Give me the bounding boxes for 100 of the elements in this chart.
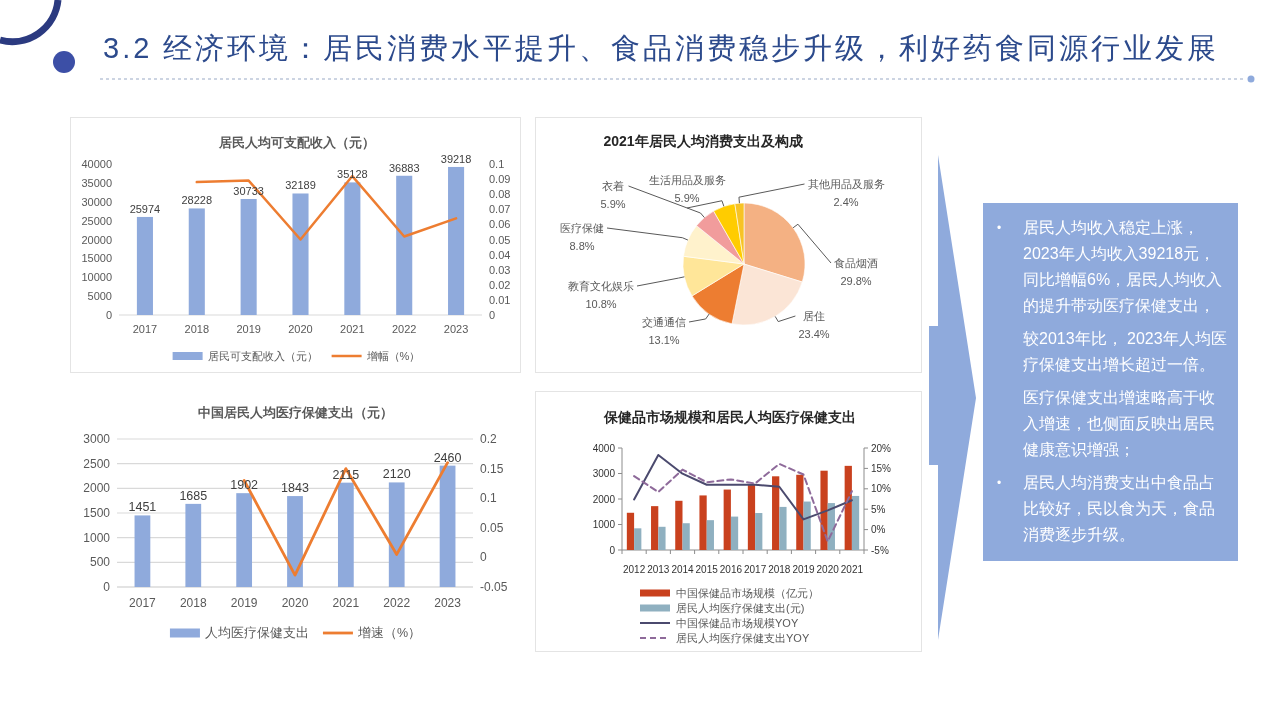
- y-tick-label: 40000: [81, 158, 112, 170]
- legend-label: 中国保健品市场规模（亿元）: [676, 587, 819, 599]
- legend-label: 居民人均医疗保健支出(元): [676, 602, 805, 614]
- bar: [439, 465, 456, 587]
- y-tick-label: 2500: [83, 456, 111, 471]
- x-tick-label: 2019: [792, 563, 816, 575]
- legend-label: 中国保健品市场规模YOY: [676, 617, 799, 629]
- x-tick-label: 2019: [230, 596, 258, 610]
- data-label: 1685: [179, 488, 208, 503]
- slice-label: 其他用品及服务: [807, 178, 885, 190]
- bar: [755, 513, 763, 550]
- bar: [675, 500, 683, 550]
- y-tick-label: 0: [103, 580, 111, 594]
- x-tick-label: 2023: [443, 323, 469, 335]
- y-tick-label: 1000: [592, 519, 616, 530]
- data-label: 1451: [128, 500, 157, 515]
- y2-tick-label: 15%: [871, 462, 892, 474]
- y2-tick-label: 0.2: [480, 432, 498, 446]
- bar: [723, 489, 731, 550]
- bar: [682, 523, 690, 550]
- bar: [388, 482, 405, 587]
- y2-tick-label: 0.05: [489, 233, 511, 246]
- y-tick-label: 3000: [592, 468, 616, 479]
- y-tick-label: 500: [89, 555, 111, 570]
- bar: [844, 465, 852, 550]
- x-tick-label: 2018: [768, 563, 791, 575]
- text: 较2013年比， 2023年人均医疗保健支出增长超过一倍。: [1022, 329, 1228, 375]
- y2-tick-label: 0.1: [489, 158, 505, 170]
- y2-tick-label: 10%: [871, 483, 892, 495]
- x-tick-label: 2015: [695, 563, 719, 575]
- y2-tick-label: -5%: [871, 544, 889, 556]
- bar: [706, 520, 714, 550]
- bar: [292, 193, 309, 315]
- legend-label: 增幅（%）: [365, 350, 421, 362]
- slice-label: 医疗保健: [560, 222, 604, 234]
- y-tick-label: 0: [105, 309, 112, 321]
- text: • 居民人均消费支出中食品占比较好，民以食为天，食品消费逐步升级。: [997, 474, 1215, 543]
- data-label: 13.1%: [648, 334, 680, 346]
- data-label: 23.4%: [798, 328, 830, 340]
- x-tick-label: 2020: [288, 323, 313, 335]
- data-label: 10.8%: [585, 298, 617, 310]
- bar: [851, 495, 860, 550]
- y-tick-label: 1500: [83, 506, 111, 520]
- y-tick-label: 0: [609, 544, 616, 556]
- x-tick-label: 2021: [332, 596, 360, 610]
- y2-tick-label: 0.08: [489, 188, 511, 201]
- y-tick-label: 1000: [83, 530, 111, 545]
- bar: [772, 476, 780, 550]
- data-label: 35128: [337, 168, 368, 181]
- y-tick-label: 15000: [81, 252, 112, 265]
- legend-label: 居民可支配收入（元）: [207, 350, 318, 362]
- y2-tick-label: 0.09: [489, 173, 511, 186]
- line-series: [633, 453, 853, 521]
- y-tick-label: 3000: [83, 432, 111, 446]
- slice-label: 生活用品及服务: [648, 174, 726, 186]
- bar: [651, 506, 659, 550]
- legend-label: 增速（%）: [356, 626, 422, 640]
- y2-tick-label: 0.04: [489, 248, 511, 261]
- x-tick-label: 2018: [179, 596, 207, 610]
- bar: [658, 526, 666, 550]
- y2-tick-label: 0%: [871, 524, 886, 536]
- y2-tick-label: 20%: [871, 442, 892, 454]
- data-label: 2120: [382, 467, 411, 482]
- y-tick-label: 2000: [83, 481, 111, 496]
- line-series: [633, 462, 853, 543]
- y-tick-label: 5000: [87, 290, 112, 303]
- y-tick-label: 25000: [81, 214, 112, 227]
- x-tick-label: 2014: [671, 563, 695, 575]
- data-label: 29.8%: [840, 275, 872, 287]
- x-tick-label: 2012: [622, 563, 646, 575]
- data-label: 32189: [285, 179, 316, 192]
- bar: [820, 470, 828, 550]
- x-tick-label: 2021: [340, 323, 365, 335]
- y-tick-label: 4000: [592, 442, 616, 454]
- bar: [747, 483, 756, 550]
- y-tick-label: 10000: [81, 271, 112, 284]
- bar: [188, 208, 205, 315]
- y2-tick-label: 0.01: [489, 293, 511, 306]
- x-tick-label: 2019: [236, 323, 261, 335]
- bar: [730, 516, 739, 550]
- bar: [287, 496, 303, 587]
- data-label: 25974: [129, 202, 161, 215]
- data-label: 8.8%: [569, 240, 595, 252]
- data-label: 5.9%: [674, 192, 700, 204]
- y-tick-label: 20000: [81, 233, 112, 246]
- legend-label: 人均医疗保健支出: [204, 626, 309, 640]
- bar: [185, 503, 202, 587]
- bar: [448, 166, 465, 315]
- bar: [240, 198, 257, 315]
- y2-tick-label: 5%: [871, 503, 886, 515]
- y2-tick-label: 0.03: [489, 263, 511, 276]
- y2-tick-label: 0.02: [489, 278, 511, 291]
- bar: [396, 175, 413, 315]
- chart-title: 保健品市场规模和居民人均医疗保健支出: [602, 409, 856, 425]
- x-tick-label: 2022: [383, 596, 411, 610]
- x-tick-label: 2017: [743, 563, 767, 575]
- bar: [699, 495, 707, 550]
- text: • 居民人均收入稳定上涨，2023年人均收入39218元，同比增幅6%，居民人均收入的提升带动医疗保健支出，: [997, 219, 1223, 314]
- data-label: 2.4%: [833, 196, 859, 208]
- x-tick-label: 2016: [719, 563, 743, 575]
